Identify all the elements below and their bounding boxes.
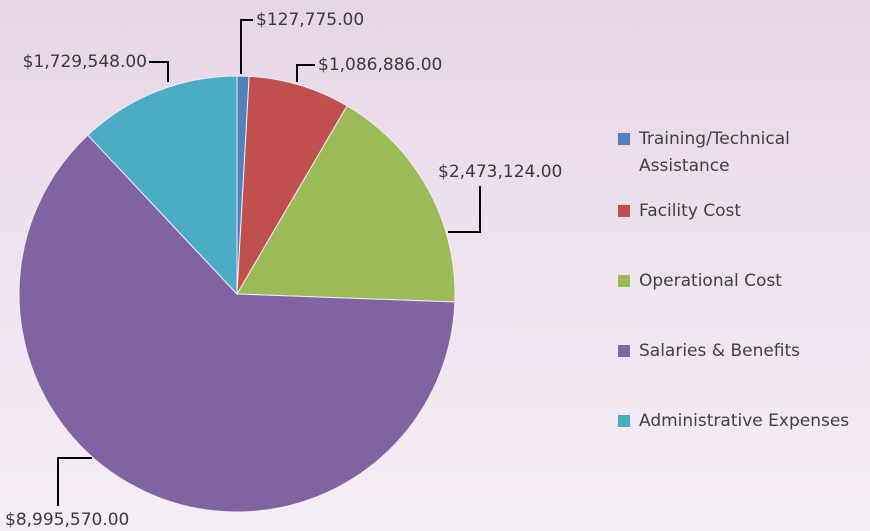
- data-label: $1,729,548.00: [23, 52, 147, 72]
- legend-swatch: [618, 415, 630, 427]
- leader-line: [240, 19, 253, 74]
- legend-item: Operational Cost: [618, 268, 782, 295]
- legend-swatch: [618, 345, 630, 357]
- legend-label: Operational Cost: [639, 271, 782, 291]
- leader-line: [448, 186, 481, 233]
- pie-slice: [87, 75, 238, 296]
- legend-item: Facility Cost: [618, 198, 741, 225]
- pie-slice: [236, 75, 348, 295]
- legend-item: Salaries & Benefits: [618, 338, 800, 365]
- data-label: $127,775.00: [256, 10, 364, 30]
- legend-swatch: [618, 205, 630, 217]
- legend-item: Administrative Expenses: [618, 408, 849, 435]
- leader-line: [149, 61, 169, 82]
- pie-slice: [18, 134, 456, 513]
- legend-label: Administrative Expenses: [639, 411, 850, 431]
- pie-slice: [236, 105, 456, 303]
- legend-item: Training/Technical Assistance: [618, 126, 818, 180]
- data-label: $8,995,570.00: [5, 510, 129, 530]
- data-label: $2,473,124.00: [438, 162, 562, 182]
- legend-label: Facility Cost: [639, 201, 742, 221]
- legend-label: Salaries & Benefits: [639, 341, 801, 361]
- leader-line: [57, 457, 92, 506]
- leader-line: [296, 64, 315, 82]
- legend-swatch: [618, 275, 630, 287]
- legend-swatch: [618, 133, 630, 145]
- legend-label: Training/Technical Assistance: [639, 129, 790, 176]
- data-label: $1,086,886.00: [318, 55, 442, 75]
